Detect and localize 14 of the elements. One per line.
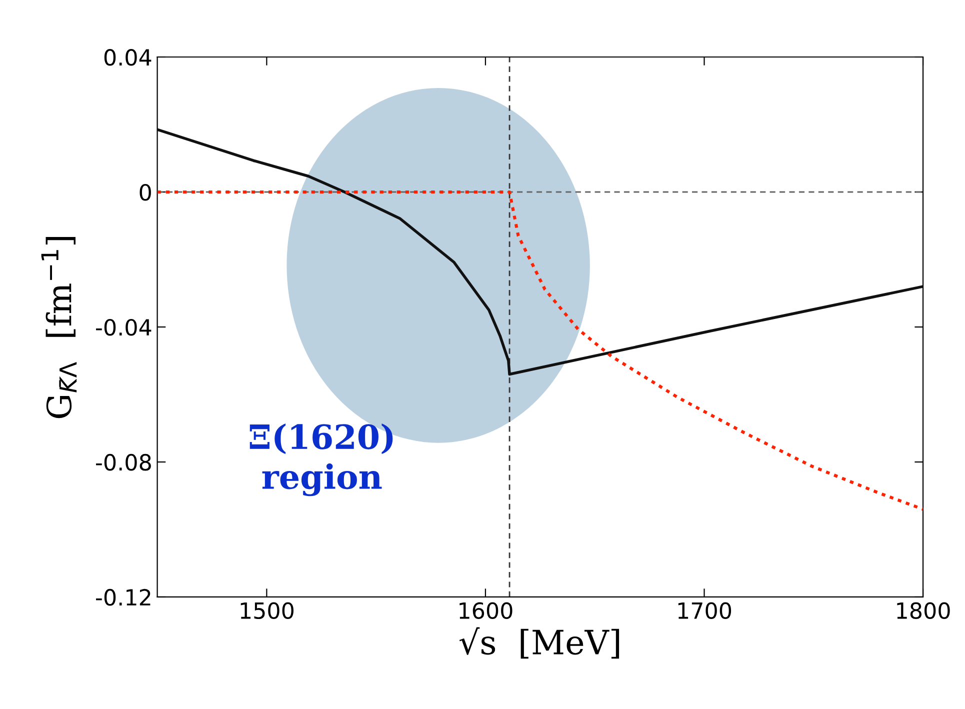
y-tick-label: 0 bbox=[140, 184, 151, 201]
x-tick-label: 1600 bbox=[460, 602, 512, 620]
x-tick-label: 1500 bbox=[240, 602, 294, 620]
y-tick-label: 0.04 bbox=[104, 48, 152, 66]
y-tick-label: -0.08 bbox=[96, 454, 151, 471]
y-tick-label: -0.12 bbox=[96, 588, 150, 606]
y-axis-title: G$_{K̄Λ}$ [fm$^{−1}$] bbox=[41, 236, 77, 418]
x-axis-title: √s [MeV] bbox=[459, 627, 620, 659]
y-tick-label: -0.04 bbox=[96, 318, 152, 336]
line-series bbox=[157, 190, 924, 511]
x-tick-label: 1700 bbox=[678, 602, 732, 620]
line-series bbox=[157, 128, 924, 376]
x-tick-label: 1800 bbox=[897, 602, 950, 620]
annotation: Ξ(1620) region bbox=[250, 424, 393, 496]
